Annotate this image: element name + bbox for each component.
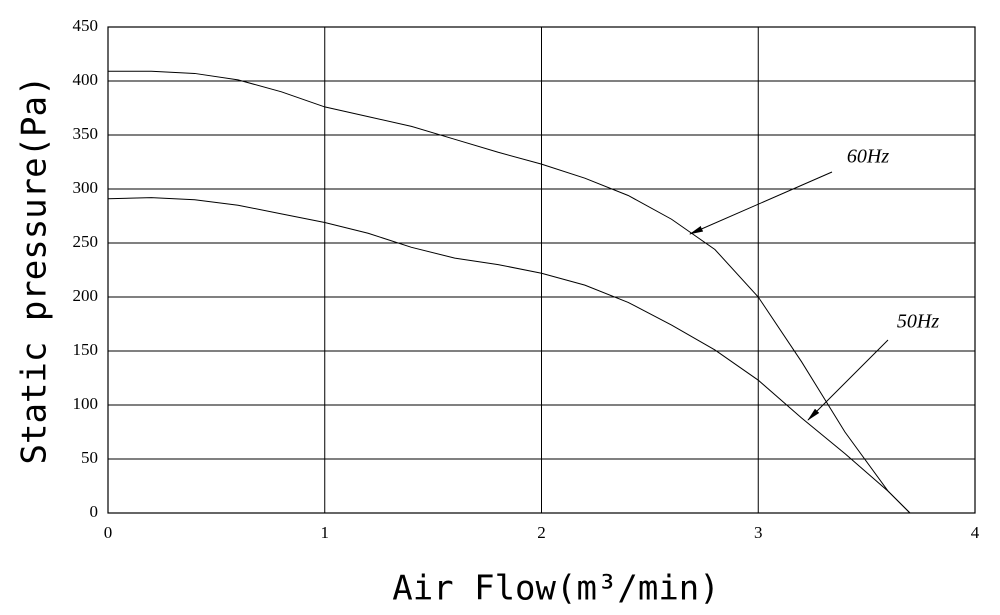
annotation-arrow (807, 339, 889, 421)
y-tick-label: 300 (73, 178, 99, 197)
x-tick-label: 2 (537, 523, 546, 542)
x-tick-label: 0 (104, 523, 113, 542)
y-tick-label: 200 (73, 286, 99, 305)
y-tick-label: 100 (73, 394, 99, 413)
y-tick-label: 50 (81, 448, 98, 467)
series-label: 60Hz (847, 146, 889, 168)
series-label: 50Hz (897, 311, 939, 333)
y-tick-label: 250 (73, 232, 99, 251)
y-tick-label: 400 (73, 70, 99, 89)
x-tick-label: 3 (754, 523, 763, 542)
x-tick-label: 1 (321, 523, 330, 542)
y-tick-label: 150 (73, 340, 99, 359)
x-axis-title: Air Flow(m³/min) (392, 569, 720, 609)
annotation-arrow (689, 171, 833, 235)
series-line (107, 197, 911, 514)
x-tick-label: 4 (971, 523, 980, 542)
y-tick-label: 450 (73, 16, 99, 35)
y-axis-title: Static pressure(Pa) (15, 76, 55, 465)
plot-frame (107, 26, 976, 514)
y-tick-label: 0 (90, 502, 99, 521)
series-line (108, 70, 911, 514)
y-tick-label: 350 (73, 124, 99, 143)
